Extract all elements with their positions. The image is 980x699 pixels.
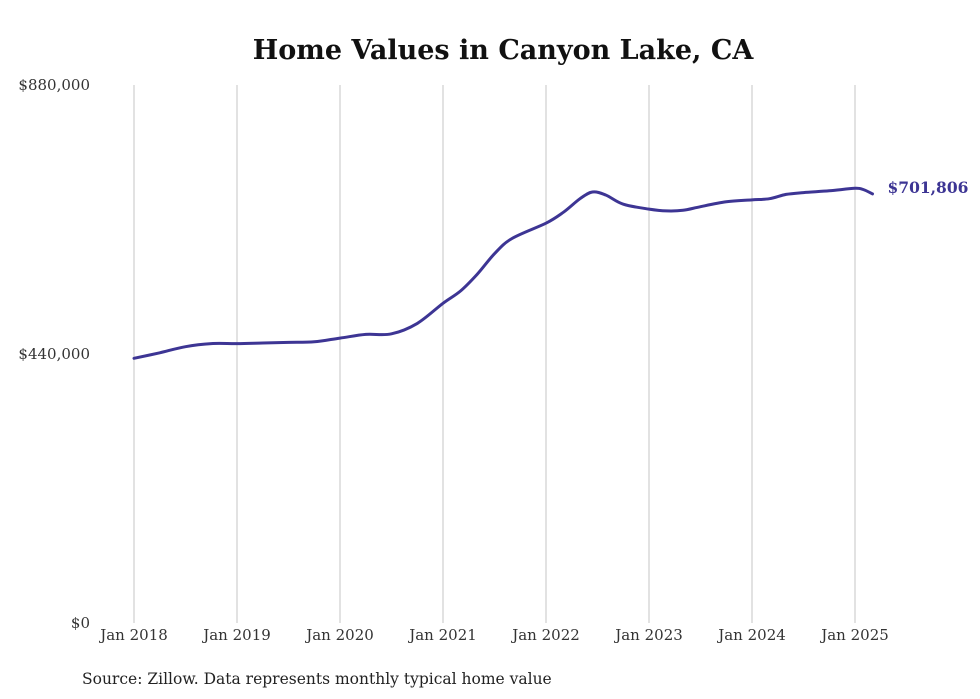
x-tick-label: Jan 2019 [201,626,271,644]
chart-title: Home Values in Canyon Lake, CA [253,35,755,66]
x-tick-label: Jan 2025 [819,626,889,644]
x-axis: Jan 2018 Jan 2019 Jan 2020 Jan 2021 Jan 2022… [98,626,889,644]
source-note: Source: Zillow. Data represents monthly … [82,670,552,688]
x-tick-label: Jan 2024 [716,626,786,644]
x-tick-label: Jan 2023 [613,626,683,644]
y-axis: $0 $440,000 $880,000 [18,76,90,632]
y-tick-label: $880,000 [18,76,90,94]
x-tick-label: Jan 2018 [98,626,168,644]
grid-lines [133,85,856,623]
y-tick-label: $0 [71,614,90,632]
x-tick-label: Jan 2020 [304,626,374,644]
x-tick-label: Jan 2021 [407,626,477,644]
x-tick-label: Jan 2022 [510,626,580,644]
y-tick-label: $440,000 [18,345,90,363]
series-line [132,186,874,360]
end-value-label: $701,806 [888,178,969,197]
